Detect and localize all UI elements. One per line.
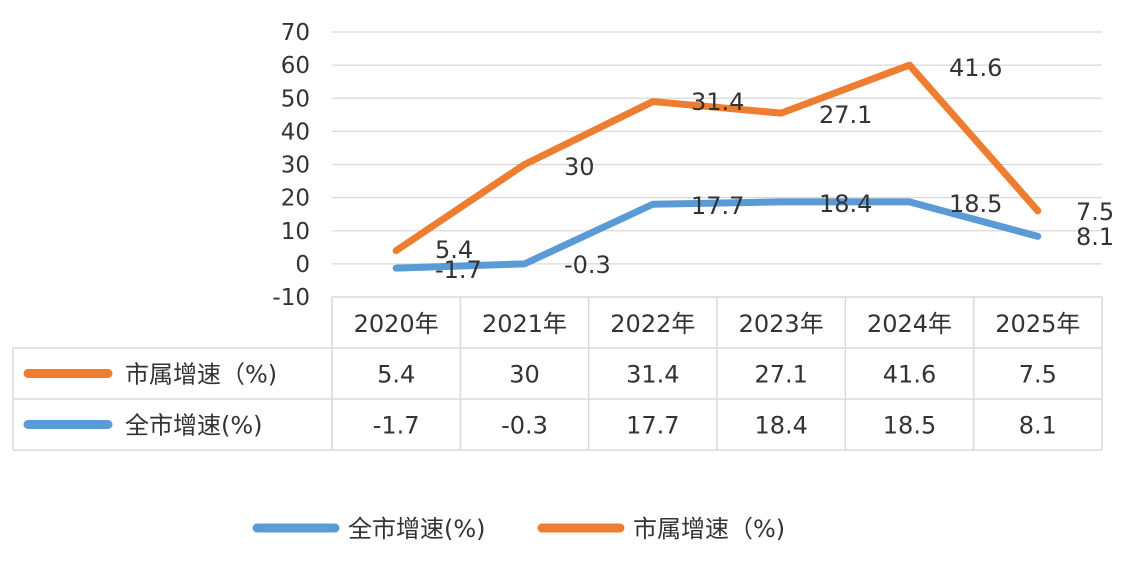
table-cell: 5.4 [377, 361, 415, 389]
y-tick-label: 50 [281, 86, 310, 112]
table-cell: 18.4 [754, 412, 807, 440]
table-row-label: 市属增速（%) [125, 361, 277, 389]
series-line-1 [392, 198, 1042, 272]
table-header-cell: 2023年 [739, 310, 824, 338]
data-label: -0.3 [564, 251, 611, 279]
data-label: 41.6 [949, 54, 1002, 82]
data-label: 18.4 [819, 190, 872, 218]
data-label: 7.5 [1076, 198, 1114, 226]
table-cell: -0.3 [501, 412, 548, 440]
data-label: 17.7 [691, 192, 744, 220]
y-tick-label: 20 [281, 186, 310, 212]
y-tick-label: 60 [281, 53, 310, 79]
legend: 全市增速(%) 市属增速（%) [252, 515, 785, 543]
series-lines [392, 61, 1042, 272]
data-labels: 5.4 30 31.4 27.1 41.6 7.5 -1.7 -0.3 17.7 18.4 18.5… [435, 54, 1114, 284]
data-label: 18.5 [949, 190, 1002, 218]
y-tick-label: 70 [281, 20, 310, 46]
y-tick-label: 0 [295, 252, 310, 278]
table-row-label: 全市增速(%) [125, 412, 263, 440]
y-axis: -10 0 10 20 30 40 50 60 70 [272, 20, 310, 311]
table-header-cell: 2020年 [354, 310, 439, 338]
table-header-cell: 2022年 [610, 310, 695, 338]
legend-label: 市属增速（%) [633, 515, 785, 543]
data-label: 5.4 [435, 236, 473, 264]
table-cell: 31.4 [626, 361, 679, 389]
table-cell: 7.5 [1019, 361, 1057, 389]
table-cell: -1.7 [373, 412, 420, 440]
data-label: -1.7 [435, 256, 482, 284]
series-line-0 [392, 61, 1042, 255]
table-header-cell: 2025年 [995, 310, 1080, 338]
table-cell: 30 [509, 361, 540, 389]
y-tick-label: 10 [281, 219, 310, 245]
data-label: 30 [564, 153, 595, 181]
table-cell: 18.5 [883, 412, 936, 440]
table-cell: 41.6 [883, 361, 936, 389]
y-tick-label: 40 [281, 119, 310, 145]
table-cell: 17.7 [626, 412, 679, 440]
table-header-cell: 2024年 [867, 310, 952, 338]
table-cell: 8.1 [1019, 412, 1057, 440]
y-tick-label: -10 [272, 285, 310, 311]
table-header-cell: 2021年 [482, 310, 567, 338]
y-tick-label: 30 [281, 153, 310, 179]
gridlines [332, 31, 1102, 265]
table-cell: 27.1 [754, 361, 807, 389]
data-label: 8.1 [1076, 223, 1114, 251]
data-label: 27.1 [819, 101, 872, 129]
legend-label: 全市增速(%) [348, 515, 486, 543]
data-label: 31.4 [691, 88, 744, 116]
